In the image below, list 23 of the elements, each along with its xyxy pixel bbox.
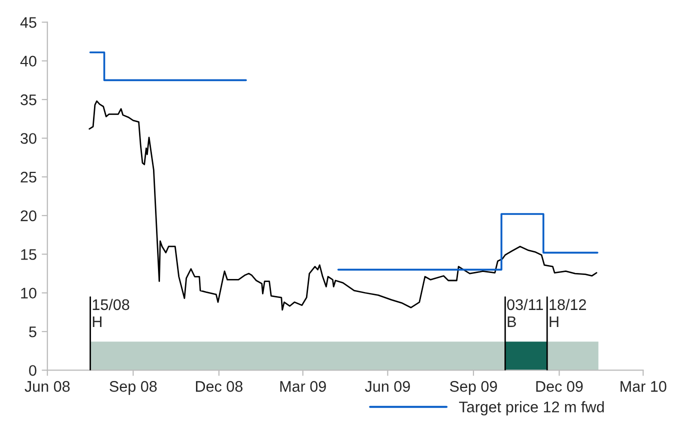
ref-line-label: 03/11 B bbox=[507, 298, 543, 327]
x-tick-label: Mar 10 bbox=[620, 381, 666, 392]
y-tick-label: 35 bbox=[20, 94, 36, 106]
y-tick-label: 45 bbox=[20, 17, 36, 28]
y-tick-label: 15 bbox=[21, 249, 36, 260]
x-tick-label: Jun 09 bbox=[364, 381, 410, 392]
ref-line-label: 18/12 H bbox=[550, 298, 586, 327]
y-tick-label: 25 bbox=[20, 172, 36, 183]
x-tick-label: Sep 08 bbox=[110, 381, 157, 395]
y-tick-label: 10 bbox=[21, 288, 36, 299]
legend-label: Target price 12 m fwd bbox=[459, 401, 604, 416]
line-series bbox=[88, 100, 598, 311]
y-tick-label: 40 bbox=[20, 56, 36, 67]
y-tick-label: 30 bbox=[20, 133, 36, 144]
x-tick-label: Sep 09 bbox=[450, 381, 497, 395]
x-tick-label: Dec 08 bbox=[196, 381, 242, 392]
x-tick-label: Jun 08 bbox=[24, 381, 70, 392]
x-tick-label: Dec 09 bbox=[536, 381, 583, 392]
y-tick-label: 20 bbox=[20, 210, 36, 222]
ref-line-label: 15/08 H bbox=[92, 298, 130, 327]
x-tick-label: Mar 09 bbox=[280, 381, 326, 392]
y-tick-label: 0 bbox=[29, 365, 36, 376]
y-tick-label: 5 bbox=[29, 326, 36, 338]
